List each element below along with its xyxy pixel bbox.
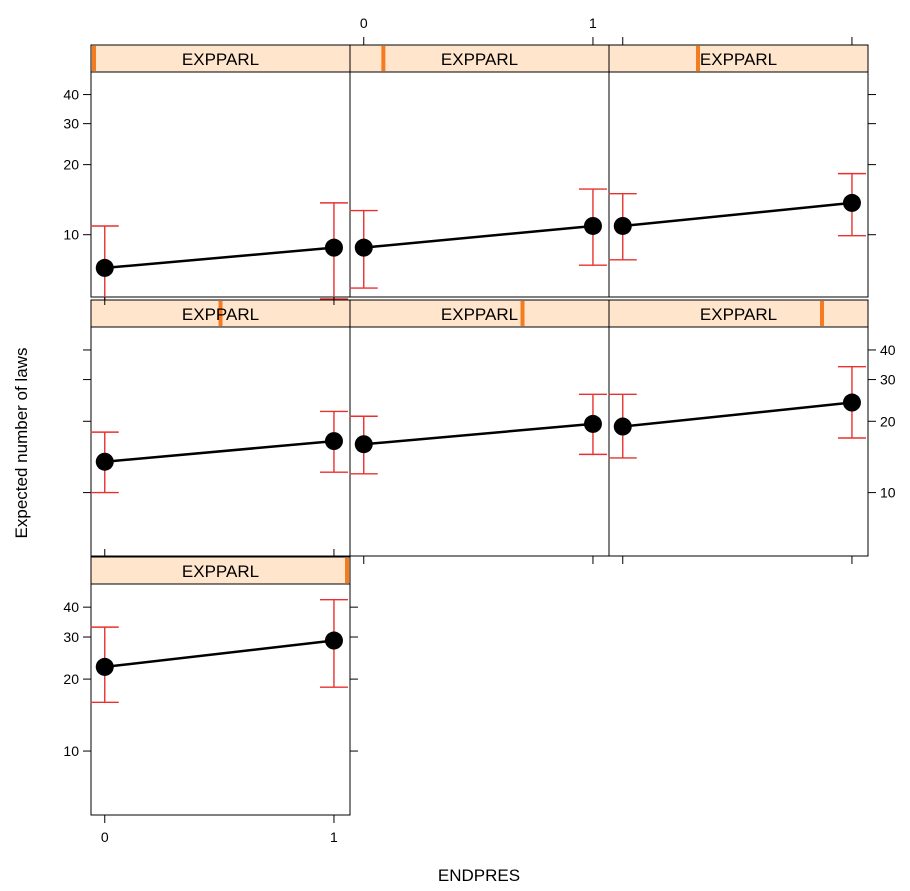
panel-frame: [349, 71, 610, 298]
data-point: [324, 432, 343, 451]
panel-4: EXPPARL: [90, 299, 351, 557]
x-tick-label: 0: [360, 15, 368, 31]
strip-level-indicator: [819, 301, 824, 326]
y-tick-label: 10: [880, 485, 896, 501]
data-point: [95, 452, 114, 471]
x-axis-title: ENDPRES: [438, 866, 520, 885]
y-tick-label: 30: [63, 116, 79, 132]
panels-layer: EXPPARL EXPPARL EXPPARL EXPPARL EXPPARL EXPPA…: [90, 44, 869, 816]
strip-label: EXPPARL: [182, 50, 259, 69]
y-tick-label: 10: [63, 743, 79, 759]
panel-frame: [90, 583, 351, 816]
y-tick-label: 10: [63, 227, 79, 243]
strip-background: [90, 44, 351, 73]
panel-6: EXPPARL: [608, 299, 869, 557]
panel-3: EXPPARL: [608, 44, 869, 298]
fit-line: [622, 201, 853, 228]
panel-1: EXPPARL: [90, 44, 351, 319]
y-axis-title: Expected number of laws: [12, 348, 31, 539]
panel-2: EXPPARL: [349, 44, 610, 298]
data-point: [842, 193, 861, 212]
strip-level-indicator: [92, 46, 96, 71]
data-point: [95, 258, 114, 277]
strip-label: EXPPARL: [441, 305, 518, 324]
x-tick-label: 0: [101, 829, 109, 845]
panel-5: EXPPARL: [349, 299, 610, 557]
strip-label: EXPPARL: [182, 305, 259, 324]
y-tick-label: 20: [63, 157, 79, 173]
strip-background: [349, 299, 610, 328]
data-point: [95, 657, 114, 676]
y-tick-label: 30: [880, 372, 896, 388]
fit-line: [363, 224, 594, 249]
fit-line: [104, 246, 335, 270]
panel-frame: [608, 326, 869, 557]
strip-label: EXPPARL: [182, 562, 259, 581]
y-tick-label: 40: [880, 342, 896, 358]
strip-label: EXPPARL: [700, 50, 777, 69]
data-point: [324, 631, 343, 650]
data-point: [324, 238, 343, 257]
strip-label: EXPPARL: [700, 305, 777, 324]
data-point: [613, 216, 632, 235]
panel-frame: [90, 326, 351, 557]
x-tick-label: 1: [589, 15, 597, 31]
strip-background: [608, 299, 869, 328]
y-tick-label: 20: [880, 413, 896, 429]
panel-frame: [608, 71, 869, 298]
data-point: [583, 414, 602, 433]
strip-label: EXPPARL: [441, 50, 518, 69]
fit-line: [363, 422, 594, 446]
fit-line: [104, 639, 335, 669]
y-tick-label: 40: [63, 87, 79, 103]
data-point: [613, 417, 632, 436]
y-tick-label: 20: [63, 671, 79, 687]
data-point: [583, 216, 602, 235]
data-point: [354, 238, 373, 257]
panel-frame: [90, 71, 351, 298]
strip-level-indicator: [345, 558, 349, 583]
strip-level-indicator: [218, 301, 223, 326]
strip-level-indicator: [696, 46, 701, 71]
strip-level-indicator: [520, 301, 525, 326]
fit-line: [104, 439, 335, 463]
y-tick-label: 40: [63, 599, 79, 615]
data-point: [354, 435, 373, 454]
y-tick-label: 30: [63, 629, 79, 645]
data-point: [842, 393, 861, 412]
fit-line: [622, 401, 853, 428]
x-tick-label: 1: [330, 829, 338, 845]
strip-level-indicator: [381, 46, 386, 71]
panel-7: EXPPARL: [90, 556, 351, 816]
